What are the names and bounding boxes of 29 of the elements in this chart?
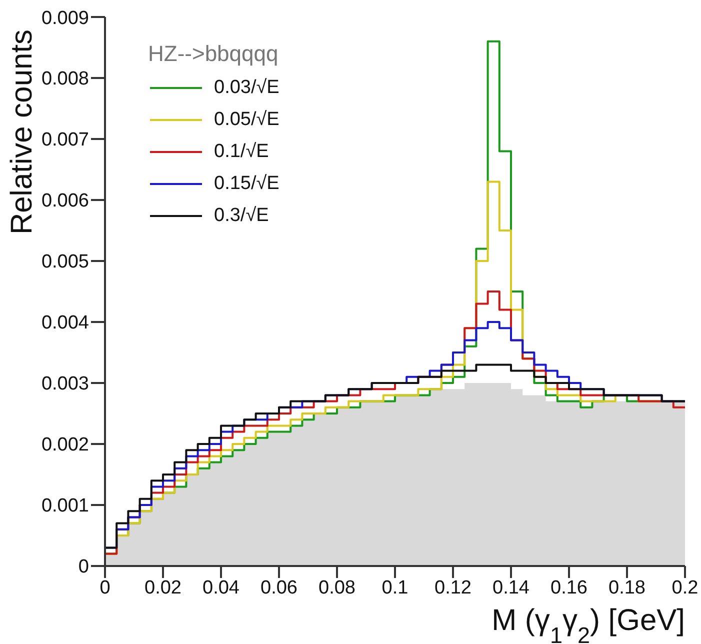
- x-tick-label: 0.14: [492, 577, 530, 598]
- y-tick-label: 0.002: [41, 434, 89, 456]
- x-tick-label: 0.18: [608, 577, 646, 598]
- y-axis-title: Relative counts: [6, 29, 38, 235]
- x-tick-label: 0.16: [550, 577, 588, 598]
- y-tick-label: 0: [78, 556, 89, 578]
- y-tick-label: 0.005: [41, 252, 89, 273]
- y-tick-label: 0.009: [41, 8, 89, 29]
- y-tick-label: 0.006: [41, 190, 89, 212]
- legend-label: 0.03/√E: [214, 77, 280, 99]
- y-tick-label: 0.007: [41, 130, 89, 151]
- y-tick-label: 0.001: [41, 496, 89, 517]
- x-tick-label: 0.04: [202, 577, 240, 598]
- legend-label: 0.3/√E: [214, 205, 269, 227]
- x-tick-label: 0.1: [382, 577, 408, 598]
- legend-label: 0.1/√E: [214, 141, 269, 163]
- x-tick-label: 0.06: [260, 577, 298, 598]
- x-tick-label: 0: [100, 577, 110, 598]
- legend-label: 0.05/√E: [214, 109, 280, 131]
- y-tick-label: 0.008: [41, 68, 89, 90]
- x-tick-label: 0.02: [144, 577, 182, 598]
- x-tick-label: 0.2: [672, 577, 698, 598]
- x-tick-label: 0.08: [318, 577, 356, 598]
- x-tick-label: 0.12: [434, 577, 472, 598]
- legend-label: 0.15/√E: [214, 173, 280, 195]
- x-axis-title: M (γ$_{1}$γ$_{2}$) [GeV]: [492, 604, 685, 644]
- y-tick-label: 0.004: [41, 312, 90, 334]
- annotation: HZ-->bbqqqq: [148, 41, 278, 67]
- y-tick-label: 0.003: [41, 374, 89, 395]
